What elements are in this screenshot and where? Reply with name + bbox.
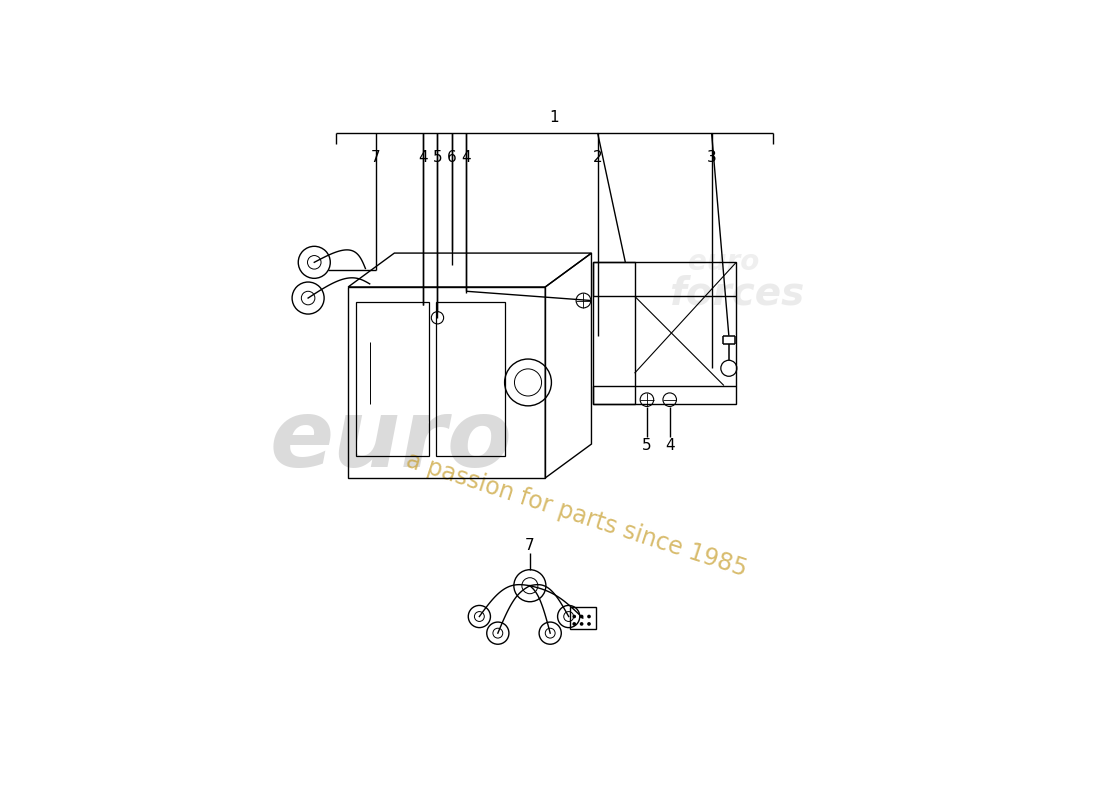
Circle shape [572,614,576,618]
Text: 4: 4 [418,150,428,165]
Text: euro: euro [270,395,513,487]
Text: 4: 4 [462,150,471,165]
Circle shape [587,622,591,626]
Text: 7: 7 [371,150,381,165]
Text: 7: 7 [525,538,535,553]
Circle shape [587,614,591,618]
Text: 5: 5 [642,438,651,454]
Text: 5: 5 [432,150,442,165]
Circle shape [580,622,583,626]
Text: 6: 6 [447,150,456,165]
Text: 1: 1 [550,110,559,125]
Text: a passion for parts since 1985: a passion for parts since 1985 [403,448,749,582]
Text: 2: 2 [593,150,603,165]
Text: 3: 3 [706,150,716,165]
Text: euro: euro [689,248,760,276]
Circle shape [580,614,583,618]
Text: 4: 4 [664,438,674,454]
Bar [570,607,596,629]
Circle shape [572,622,576,626]
Text: forces: forces [669,274,804,312]
